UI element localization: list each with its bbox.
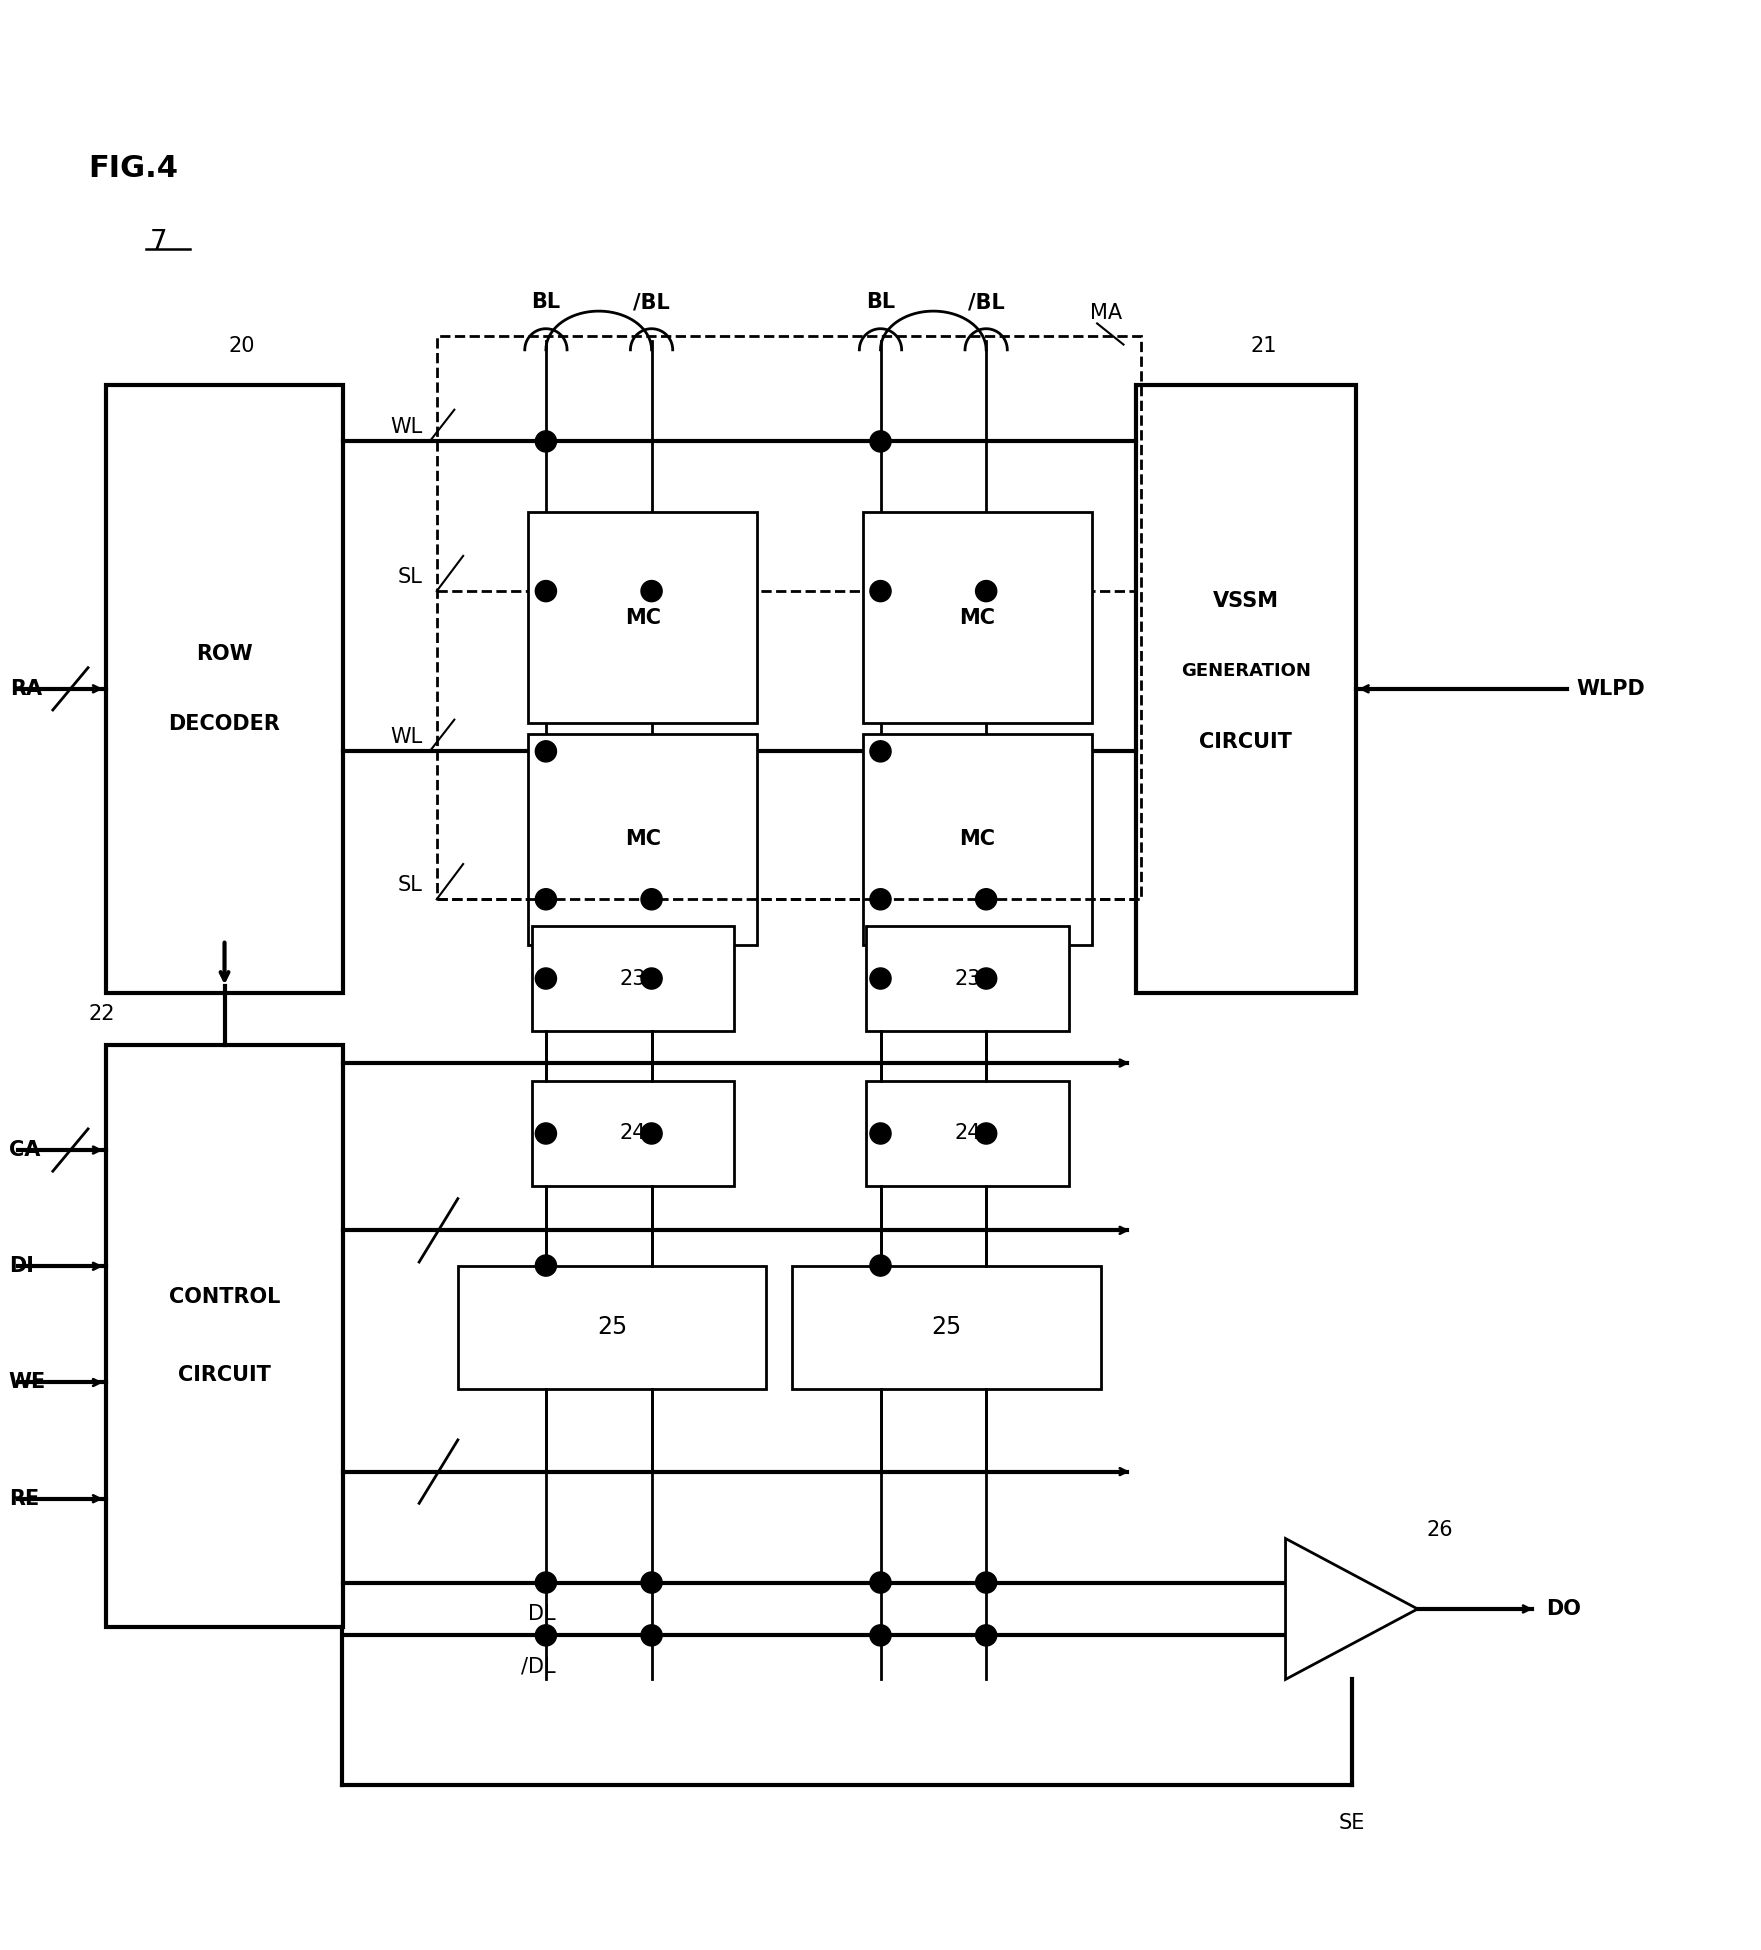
Circle shape xyxy=(535,1624,556,1646)
Text: SE: SE xyxy=(1338,1814,1365,1833)
Bar xyxy=(437,335,1141,899)
Bar xyxy=(866,1080,1069,1186)
Circle shape xyxy=(976,889,997,911)
Bar xyxy=(866,926,1069,1032)
Text: WE: WE xyxy=(9,1373,46,1392)
Text: 25: 25 xyxy=(597,1314,627,1340)
Circle shape xyxy=(535,1256,556,1275)
Text: MC: MC xyxy=(960,829,995,850)
Circle shape xyxy=(870,1624,891,1646)
Bar xyxy=(863,733,1092,946)
Circle shape xyxy=(870,1123,891,1145)
Bar xyxy=(106,384,343,993)
Text: 24: 24 xyxy=(620,1123,646,1143)
Circle shape xyxy=(535,967,556,989)
Circle shape xyxy=(976,1123,997,1145)
Circle shape xyxy=(641,1624,662,1646)
Circle shape xyxy=(870,967,891,989)
Text: SL: SL xyxy=(398,567,423,587)
Text: 24: 24 xyxy=(954,1123,981,1143)
Text: MC: MC xyxy=(625,608,660,628)
Circle shape xyxy=(641,581,662,603)
Text: CA: CA xyxy=(9,1141,41,1160)
Text: 25: 25 xyxy=(932,1314,962,1340)
Text: FIG.4: FIG.4 xyxy=(88,154,178,183)
Bar xyxy=(528,511,757,723)
Bar xyxy=(532,1080,734,1186)
Polygon shape xyxy=(1286,1539,1418,1679)
Bar xyxy=(528,733,757,946)
Text: CIRCUIT: CIRCUIT xyxy=(1199,731,1293,751)
Text: DL: DL xyxy=(528,1603,556,1624)
Text: 23: 23 xyxy=(620,969,646,989)
Text: CIRCUIT: CIRCUIT xyxy=(178,1365,271,1384)
Circle shape xyxy=(535,1572,556,1593)
Text: 23: 23 xyxy=(954,969,981,989)
Circle shape xyxy=(870,741,891,762)
Circle shape xyxy=(641,1572,662,1593)
Text: DECODER: DECODER xyxy=(169,714,280,733)
Circle shape xyxy=(535,581,556,603)
Circle shape xyxy=(870,581,891,603)
Circle shape xyxy=(976,1624,997,1646)
Text: 7: 7 xyxy=(150,228,167,255)
Text: 21: 21 xyxy=(1250,335,1277,357)
Text: SL: SL xyxy=(398,876,423,895)
Text: /BL: /BL xyxy=(969,292,1004,312)
Circle shape xyxy=(976,1572,997,1593)
Text: /DL: /DL xyxy=(521,1656,556,1677)
Bar xyxy=(532,926,734,1032)
Text: MA: MA xyxy=(1090,302,1122,324)
Text: 22: 22 xyxy=(88,1004,114,1024)
Text: 26: 26 xyxy=(1426,1519,1453,1540)
Text: BL: BL xyxy=(532,292,560,312)
Bar xyxy=(792,1266,1101,1388)
Text: WL: WL xyxy=(391,727,423,747)
Bar xyxy=(106,1045,343,1626)
Text: VSSM: VSSM xyxy=(1213,591,1278,610)
Text: MC: MC xyxy=(960,608,995,628)
Circle shape xyxy=(535,741,556,762)
Bar xyxy=(863,511,1092,723)
Text: GENERATION: GENERATION xyxy=(1182,663,1310,681)
Text: RA: RA xyxy=(11,679,42,698)
Text: DO: DO xyxy=(1546,1599,1581,1618)
Text: WL: WL xyxy=(391,417,423,437)
Circle shape xyxy=(535,431,556,452)
Circle shape xyxy=(535,1123,556,1145)
Circle shape xyxy=(641,889,662,911)
Text: DI: DI xyxy=(9,1256,33,1275)
Circle shape xyxy=(641,1123,662,1145)
Circle shape xyxy=(535,889,556,911)
Circle shape xyxy=(870,1572,891,1593)
Circle shape xyxy=(641,967,662,989)
Bar xyxy=(458,1266,766,1388)
Bar xyxy=(1136,384,1356,993)
Text: 20: 20 xyxy=(229,335,255,357)
Text: /BL: /BL xyxy=(634,292,669,312)
Text: WLPD: WLPD xyxy=(1576,679,1645,698)
Circle shape xyxy=(870,1256,891,1275)
Text: MC: MC xyxy=(625,829,660,850)
Circle shape xyxy=(976,581,997,603)
Circle shape xyxy=(976,967,997,989)
Text: CONTROL: CONTROL xyxy=(169,1287,280,1306)
Circle shape xyxy=(870,889,891,911)
Text: RE: RE xyxy=(9,1488,39,1509)
Text: ROW: ROW xyxy=(195,644,254,663)
Circle shape xyxy=(870,431,891,452)
Text: BL: BL xyxy=(866,292,895,312)
